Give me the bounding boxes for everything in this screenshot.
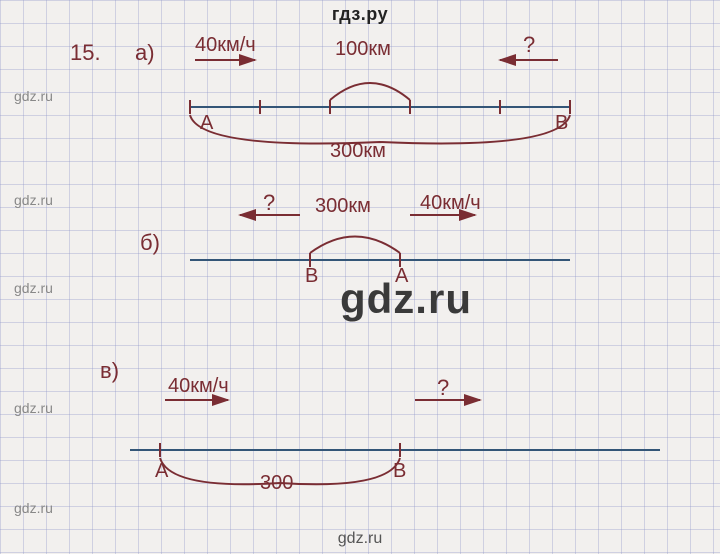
part-b-middle: 300км: [315, 195, 371, 218]
part-a-pointA: A: [200, 112, 213, 135]
part-c-speed: 40км/ч: [168, 375, 229, 398]
part-a-question: ?: [523, 32, 535, 58]
part-c-pointA: A: [155, 460, 168, 483]
part-a-pointB: B: [555, 112, 568, 135]
part-b-question: ?: [263, 190, 275, 216]
part-b-speed: 40км/ч: [420, 192, 481, 215]
part-b-pointA: A: [395, 265, 408, 288]
header-watermark: гдз.ру: [0, 4, 720, 25]
side-watermark: gdz.ru: [14, 280, 53, 296]
part-a-label: а): [135, 40, 155, 66]
part-c-label: в): [100, 358, 119, 384]
side-watermark: gdz.ru: [14, 88, 53, 104]
side-watermark: gdz.ru: [14, 500, 53, 516]
part-c-pointB: B: [393, 460, 406, 483]
problem-number: 15.: [70, 40, 101, 66]
part-a-total: 300км: [330, 140, 386, 163]
part-b-pointB: B: [305, 265, 318, 288]
part-c-question: ?: [437, 375, 449, 401]
side-watermark: gdz.ru: [14, 192, 53, 208]
part-a-speed: 40км/ч: [195, 34, 256, 57]
part-a-middle: 100км: [335, 38, 391, 61]
footer-watermark: gdz.ru: [0, 530, 720, 548]
part-b-label: б): [140, 230, 160, 256]
side-watermark: gdz.ru: [14, 400, 53, 416]
part-c-total: 300: [260, 472, 293, 495]
